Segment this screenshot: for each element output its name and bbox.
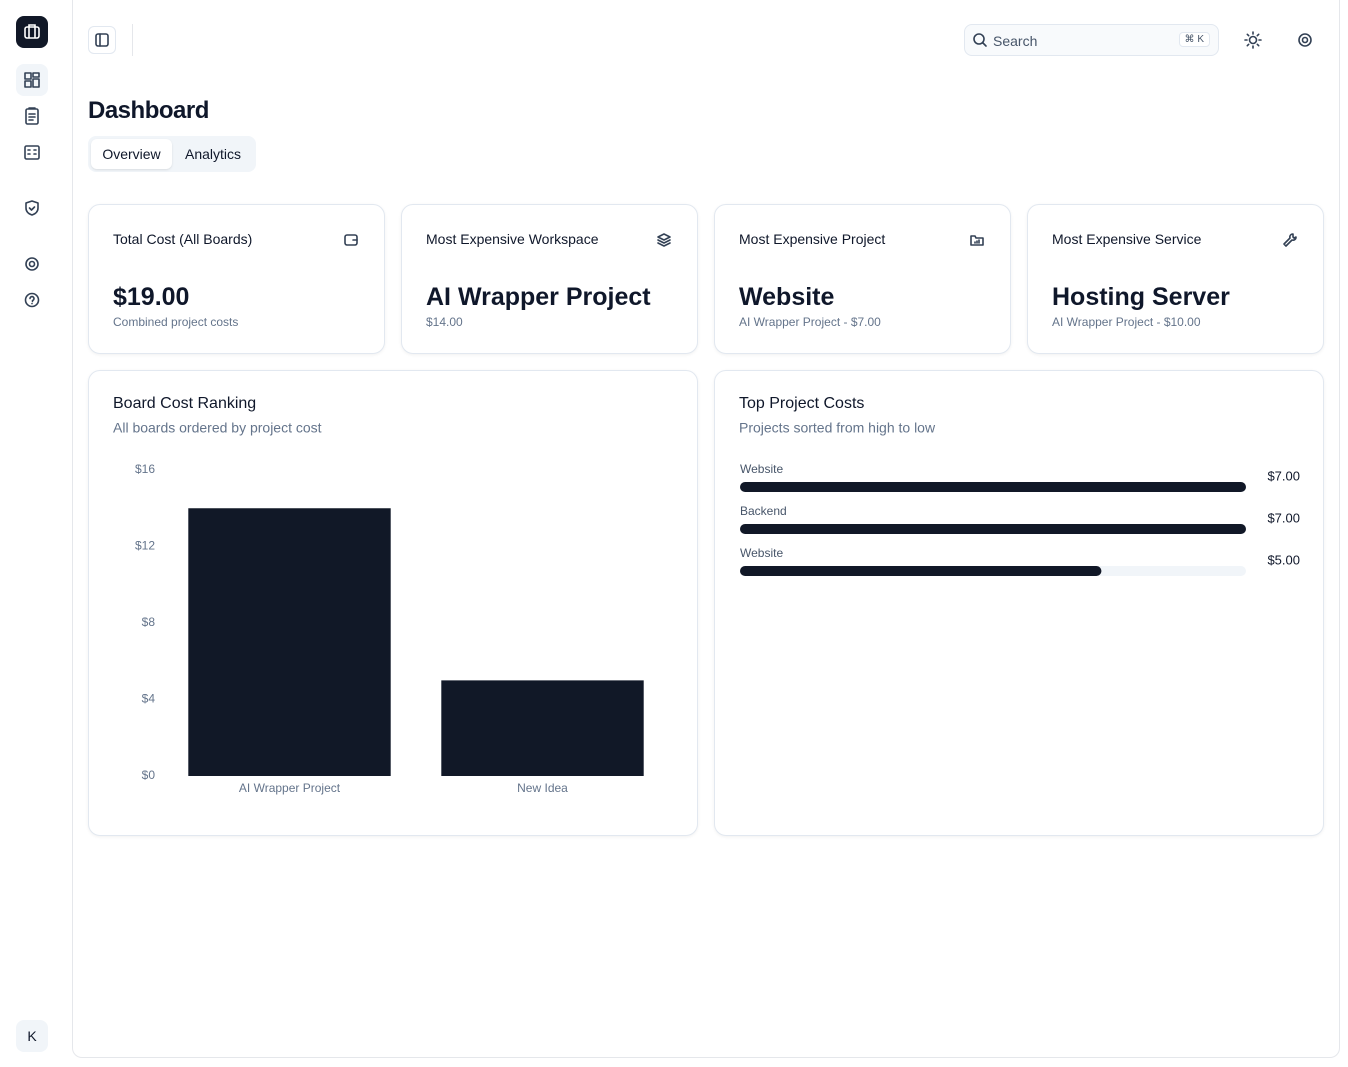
card-title: Total Cost (All Boards) bbox=[113, 231, 253, 247]
card-icon bbox=[657, 233, 671, 247]
y-tick-label: $12 bbox=[135, 539, 155, 553]
tab-active[interactable]: Overview bbox=[91, 139, 172, 169]
card-subtitle: AI Wrapper Project - $10.00 bbox=[1052, 315, 1201, 329]
value-label: $7.00 bbox=[1267, 468, 1300, 483]
card-value: $19.00 bbox=[113, 283, 190, 311]
value-label: $7.00 bbox=[1267, 510, 1300, 525]
y-tick-label: $4 bbox=[142, 692, 156, 706]
card-value: AI Wrapper Project bbox=[426, 283, 651, 311]
card-value: Hosting Server bbox=[1052, 283, 1230, 311]
nav-settings[interactable] bbox=[16, 248, 48, 280]
nav-boards[interactable] bbox=[16, 100, 48, 132]
stat-card: Most Expensive Workspace AI Wrapper Proje… bbox=[401, 204, 698, 354]
nav-dashboard[interactable] bbox=[16, 64, 48, 96]
card-title: Most Expensive Workspace bbox=[426, 231, 599, 247]
chart-subtitle: All boards ordered by project cost bbox=[113, 420, 322, 436]
nav-help[interactable] bbox=[16, 284, 48, 316]
value-label: $5.00 bbox=[1267, 552, 1300, 567]
avatar[interactable]: K bbox=[16, 1020, 48, 1052]
y-tick-label: $8 bbox=[142, 615, 156, 629]
stat-card: Total Cost (All Boards) $19.00 Combined pr… bbox=[88, 204, 385, 354]
bar bbox=[188, 508, 391, 776]
search-box[interactable]: Search ⌘ K bbox=[964, 24, 1219, 56]
nav-workspaces[interactable] bbox=[16, 136, 48, 168]
sidebar-toggle[interactable] bbox=[88, 26, 116, 54]
logo[interactable] bbox=[16, 16, 48, 48]
card-icon bbox=[970, 235, 984, 246]
card-icon bbox=[1283, 233, 1297, 247]
card-subtitle: AI Wrapper Project - $7.00 bbox=[739, 315, 881, 329]
y-tick-label: $16 bbox=[135, 462, 155, 476]
divider bbox=[132, 24, 133, 56]
chart-card: Board Cost Ranking All boards ordered by… bbox=[88, 370, 698, 836]
card-title: Most Expensive Project bbox=[739, 231, 886, 247]
bar-label: Backend bbox=[740, 504, 787, 518]
x-tick-label: AI Wrapper Project bbox=[239, 781, 341, 795]
card-subtitle: Combined project costs bbox=[113, 315, 239, 329]
tabs: Overview Analytics bbox=[88, 136, 256, 172]
chart-title: Top Project Costs bbox=[739, 395, 864, 412]
stat-card: Most Expensive Service Hosting Server AI W… bbox=[1027, 204, 1324, 354]
stat-card: Most Expensive Project Website AI Wrapper … bbox=[714, 204, 1011, 354]
card-value: Website bbox=[739, 283, 835, 311]
search-icon bbox=[973, 33, 987, 47]
chart-card: Top Project Costs Projects sorted from h… bbox=[714, 370, 1324, 836]
hbar-chart: Top Project Costs Projects sorted from h… bbox=[739, 395, 1300, 576]
theme-toggle[interactable] bbox=[1241, 28, 1265, 52]
bar bbox=[740, 566, 1102, 576]
bar-chart: Board Cost Ranking All boards ordered by… bbox=[113, 395, 644, 795]
bar bbox=[740, 524, 1246, 534]
card-subtitle: $14.00 bbox=[426, 315, 463, 329]
nav-security[interactable] bbox=[16, 192, 48, 224]
main-panel bbox=[72, 0, 1340, 1058]
shortcut: ⌘ K bbox=[1178, 32, 1210, 47]
bar-label: Website bbox=[740, 546, 783, 560]
bar bbox=[441, 680, 644, 776]
chart-subtitle: Projects sorted from high to low bbox=[739, 420, 936, 436]
card-icon bbox=[344, 234, 358, 246]
bar-label: Website bbox=[740, 462, 783, 476]
settings-button[interactable] bbox=[1293, 28, 1317, 52]
tab[interactable]: Analytics bbox=[184, 146, 242, 162]
nav-icon bbox=[24, 72, 40, 88]
logo-icon bbox=[24, 24, 40, 39]
chart-title: Board Cost Ranking bbox=[113, 395, 256, 412]
page-title: Dashboard bbox=[88, 97, 209, 124]
card-title: Most Expensive Service bbox=[1052, 231, 1202, 247]
bar bbox=[740, 482, 1246, 492]
x-tick-label: New Idea bbox=[517, 781, 568, 795]
search-placeholder: Search bbox=[993, 33, 1038, 49]
toggle-icon bbox=[95, 33, 109, 47]
y-tick-label: $0 bbox=[142, 768, 156, 782]
